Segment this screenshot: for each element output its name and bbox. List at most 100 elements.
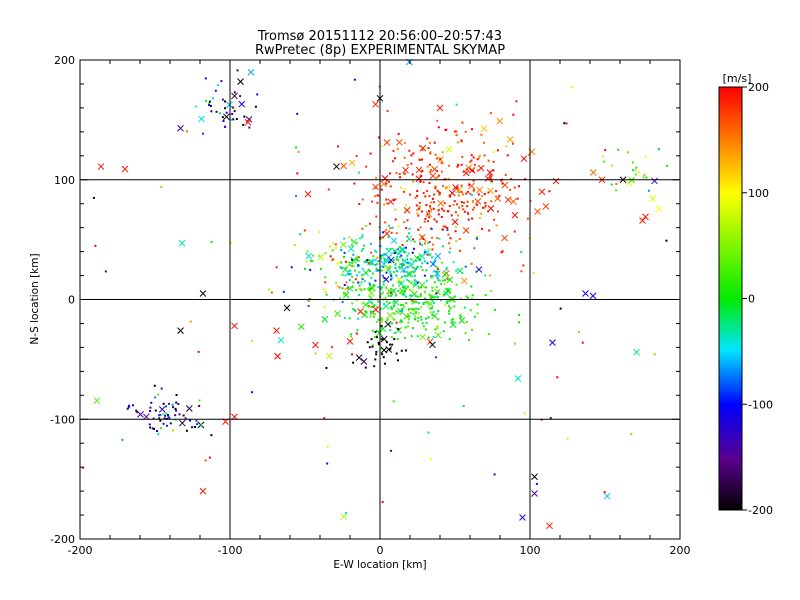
data-point (356, 255, 359, 258)
data-point (423, 251, 426, 254)
data-point-cross (402, 166, 409, 174)
data-point (377, 341, 380, 344)
data-point (354, 309, 357, 312)
data-point (460, 139, 463, 142)
colorbar-strip (719, 280, 742, 282)
data-point-cross (651, 177, 658, 185)
data-point-cross (340, 241, 347, 249)
data-point (496, 149, 499, 152)
data-point (404, 204, 407, 207)
data-point (148, 423, 151, 426)
data-point-cross (231, 322, 238, 330)
data-point (171, 403, 174, 406)
colorbar-strip (719, 95, 742, 97)
data-point (381, 318, 384, 321)
data-point (447, 178, 450, 181)
data-point (403, 221, 406, 224)
colorbar-strip (719, 184, 742, 186)
data-point (383, 259, 386, 262)
data-point (410, 281, 413, 284)
data-point (340, 267, 343, 270)
data-point (363, 288, 366, 291)
data-point (360, 249, 363, 252)
data-point-cross (418, 281, 426, 289)
data-point (412, 301, 415, 304)
colorbar-strip (719, 401, 742, 403)
colorbar-strip (719, 314, 742, 316)
colorbar-strip (719, 100, 742, 102)
data-point (250, 391, 253, 394)
colorbar-strip (719, 194, 742, 196)
data-point (488, 229, 491, 232)
colorbar-strip (719, 165, 742, 167)
data-point (500, 179, 503, 182)
colorbar-strip (719, 160, 742, 162)
data-point (423, 274, 426, 277)
data-point (484, 274, 487, 277)
colorbar-strip (719, 308, 742, 310)
data-point (167, 415, 170, 418)
data-point (399, 186, 402, 189)
colorbar-strip (719, 376, 742, 378)
colorbar-strip (719, 238, 742, 240)
data-point-cross (468, 182, 475, 190)
data-point (483, 206, 486, 209)
colorbar-strip (719, 120, 742, 122)
colorbar-strip (719, 355, 742, 357)
colorbar-strip (719, 324, 742, 326)
colorbar-strip (719, 372, 742, 374)
data-point (380, 269, 383, 272)
data-point (152, 417, 155, 420)
colorbar-strip (719, 182, 742, 184)
data-point (412, 312, 415, 315)
data-point-cross (357, 308, 364, 315)
data-point (418, 201, 421, 204)
data-point (422, 192, 425, 195)
colorbar-strip (719, 168, 742, 170)
colorbar-strip (719, 502, 742, 504)
data-point (324, 291, 327, 294)
data-point-cross (392, 299, 400, 306)
data-point (442, 293, 445, 296)
data-point (355, 332, 358, 335)
data-point-cross (475, 266, 483, 273)
colorbar-strip (719, 179, 742, 181)
data-point (282, 290, 285, 293)
colorbar-strip (719, 189, 742, 191)
colorbar-strip (719, 373, 742, 375)
data-point (345, 260, 348, 263)
data-point (357, 281, 360, 284)
data-point (82, 466, 85, 469)
data-point (429, 307, 432, 310)
data-point (158, 414, 161, 417)
data-point (414, 274, 417, 277)
colorbar-strip (719, 295, 742, 297)
colorbar-strip (719, 448, 742, 450)
data-point (460, 297, 463, 300)
colorbar-strip (719, 240, 742, 242)
data-point (353, 182, 356, 185)
data-point (419, 258, 422, 261)
data-point (385, 341, 388, 344)
data-point (411, 251, 414, 254)
colorbar-strip (719, 325, 742, 327)
data-point (350, 335, 353, 338)
data-point (518, 321, 521, 324)
data-point (425, 317, 428, 320)
data-point (431, 299, 434, 302)
data-point (412, 180, 415, 183)
data-point (397, 258, 400, 261)
colorbar-strip (719, 121, 742, 123)
data-point (174, 407, 177, 410)
colorbar-strip (719, 311, 742, 313)
data-point-cross (452, 184, 459, 191)
colorbar-strip (719, 122, 742, 124)
data-point (466, 190, 469, 193)
data-point (398, 255, 401, 258)
data-point (512, 142, 515, 145)
data-point-cross (436, 104, 444, 112)
data-point (344, 274, 347, 277)
data-point (235, 118, 238, 121)
data-point (397, 132, 400, 135)
data-point (436, 268, 439, 271)
